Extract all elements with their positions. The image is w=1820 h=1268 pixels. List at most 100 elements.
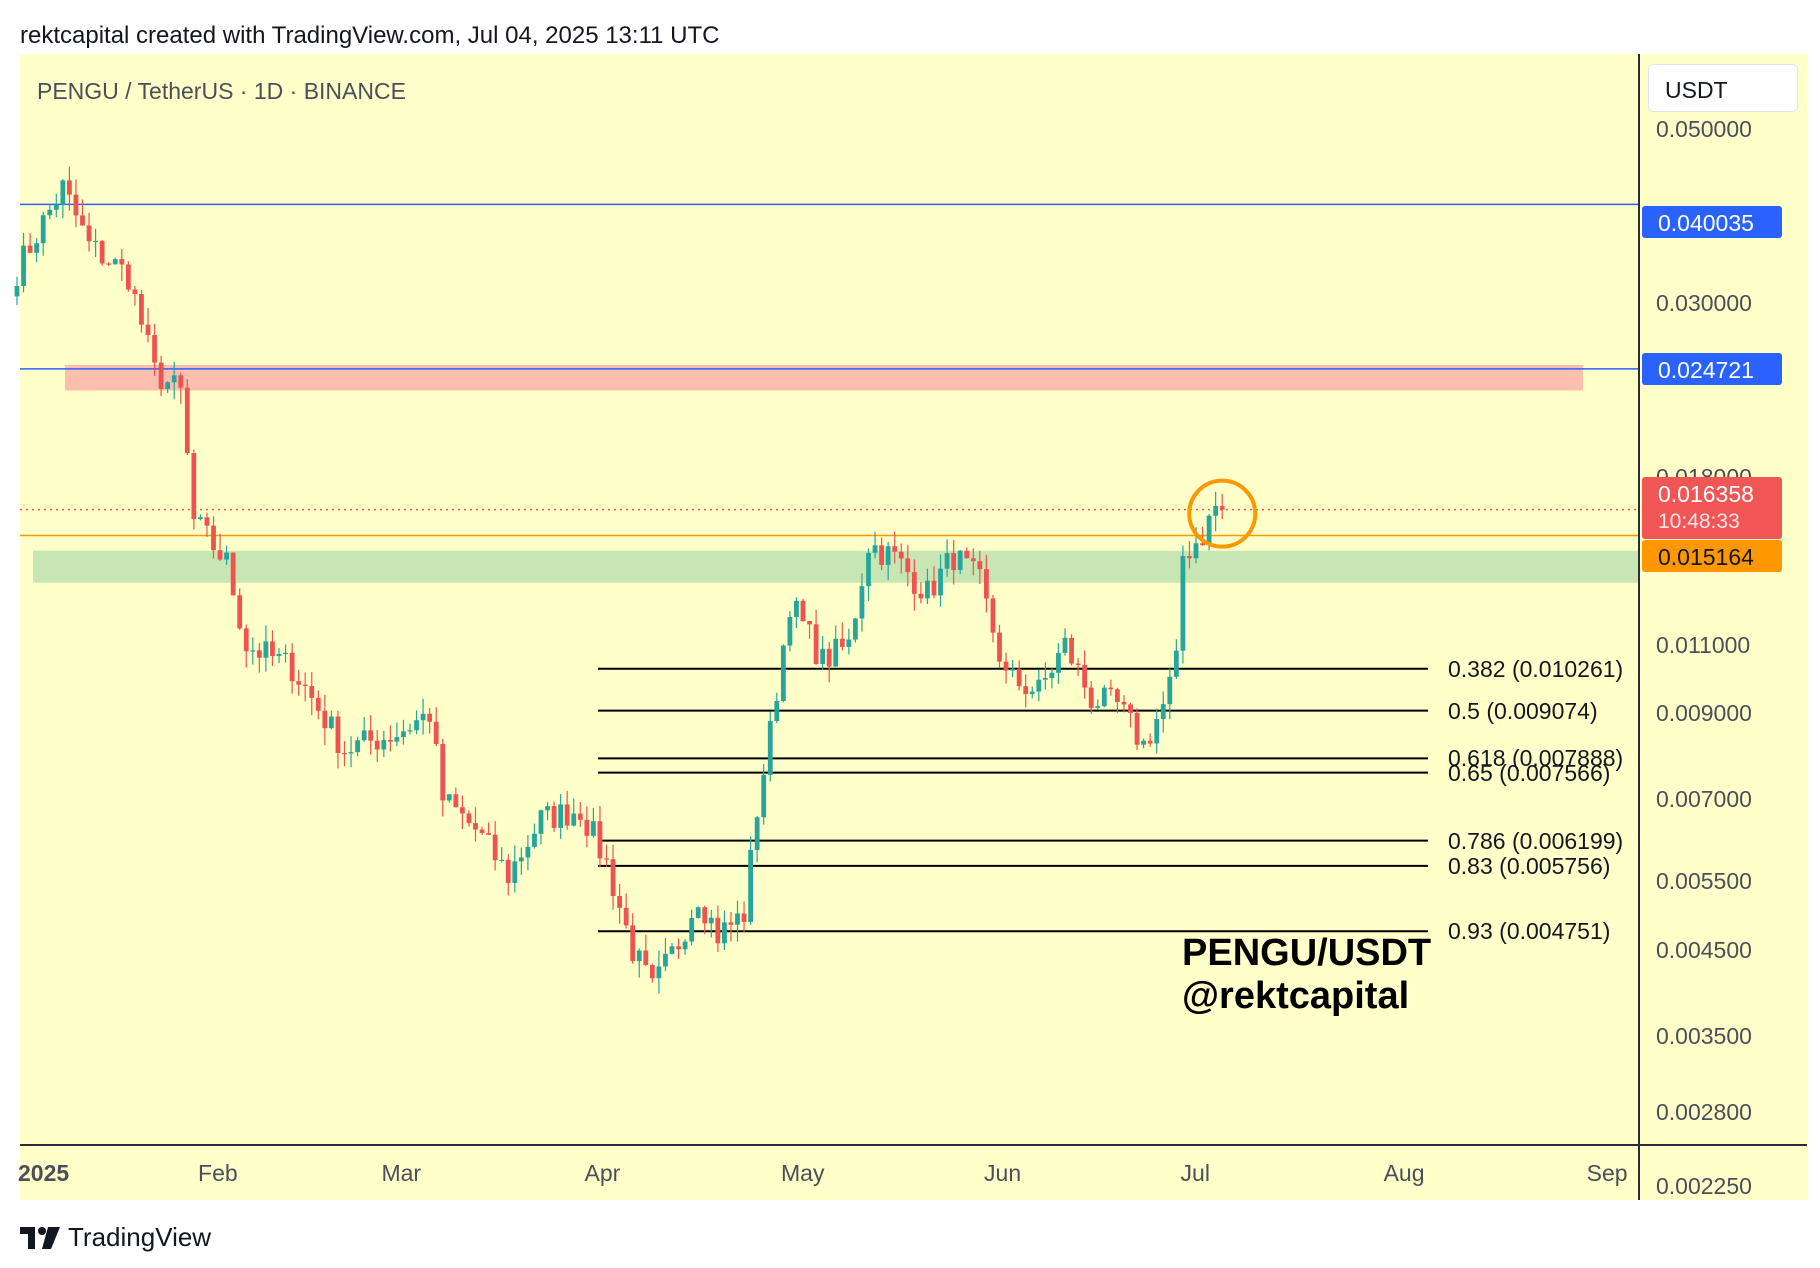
candle-body — [728, 922, 734, 925]
candle — [859, 573, 865, 632]
candle-body — [1219, 506, 1225, 510]
candle — [1180, 545, 1186, 664]
candle-body — [60, 180, 66, 205]
candle-body — [610, 859, 616, 896]
candle — [1042, 662, 1048, 690]
candle-body — [813, 624, 819, 664]
candle — [1049, 667, 1055, 689]
fib-label: 0.382 (0.010261) — [1448, 655, 1624, 682]
candle-body — [741, 913, 747, 923]
horizontal-lines-layer — [20, 203, 1638, 537]
candle — [237, 588, 243, 630]
candle — [944, 539, 950, 577]
candle — [21, 232, 26, 293]
candle-body — [289, 652, 295, 682]
candle-body — [263, 641, 269, 658]
candle — [1147, 733, 1153, 747]
price-tag-level-3: 0.015164 — [1642, 540, 1782, 572]
candle — [1003, 652, 1009, 684]
candle-body — [499, 859, 505, 861]
candle — [178, 372, 184, 404]
candle-body — [623, 907, 629, 926]
candle-body — [551, 806, 557, 828]
time-axis-divider — [20, 1144, 1807, 1146]
candle-body — [1003, 661, 1009, 671]
candle-body — [1141, 740, 1146, 745]
candle-body — [826, 648, 832, 667]
candle-body — [473, 823, 478, 830]
price-axis-label: 0.004500 — [1656, 936, 1752, 963]
candle-body — [112, 259, 118, 265]
candle-body — [296, 681, 302, 685]
candle — [119, 248, 125, 281]
chart-area[interactable] — [20, 54, 1807, 1200]
candle-body — [748, 849, 753, 923]
candle — [394, 722, 400, 747]
candle-body — [283, 652, 288, 655]
candle-body — [1206, 515, 1212, 546]
candle — [990, 594, 996, 643]
candle — [911, 559, 917, 611]
candle — [597, 805, 603, 868]
candle — [1010, 660, 1015, 678]
candle-body — [964, 550, 970, 559]
annotation-pair: PENGU/USDT — [1182, 932, 1432, 974]
candle — [348, 736, 354, 768]
candle — [846, 628, 852, 655]
candle — [1088, 680, 1094, 714]
candle-body — [191, 453, 197, 520]
chart-annotation: PENGU/USDT @rektcapital — [1182, 932, 1431, 1018]
fib-label: 0.65 (0.007566) — [1448, 759, 1611, 786]
candle-body — [224, 552, 229, 560]
candle — [276, 648, 282, 664]
candle-body — [938, 568, 943, 596]
candle-body — [525, 846, 531, 858]
price-axis-label: 0.002250 — [1656, 1173, 1752, 1200]
candle — [145, 308, 151, 343]
fib-label: 0.5 (0.009074) — [1448, 697, 1598, 724]
candle — [250, 637, 256, 665]
currency-selector-button[interactable]: USDT — [1648, 64, 1798, 112]
candle-body — [1200, 543, 1205, 546]
candle — [853, 617, 858, 643]
candle — [820, 635, 826, 670]
footer-brand[interactable]: TradingView — [20, 1222, 211, 1253]
candle — [715, 905, 721, 953]
candle-body — [460, 807, 465, 814]
candle — [40, 211, 46, 256]
candle — [931, 566, 937, 599]
candle-body — [420, 713, 426, 721]
candle — [735, 900, 740, 942]
candle — [728, 912, 734, 942]
price-axis-divider — [1638, 54, 1640, 1200]
chart-title: PENGU / TetherUS · 1D · BINANCE — [37, 78, 406, 104]
candle — [230, 552, 236, 596]
candle-body — [184, 387, 190, 454]
candle-body — [676, 946, 681, 950]
candle — [270, 630, 275, 666]
time-axis-label: Sep — [1586, 1160, 1628, 1186]
candle — [296, 670, 302, 696]
candle-body — [1023, 686, 1029, 695]
fib-label: 0.618 (0.007888) — [1448, 745, 1624, 772]
candle — [139, 289, 144, 333]
candle-body — [538, 810, 544, 834]
tradingview-logo-icon — [20, 1226, 60, 1249]
candle — [171, 361, 177, 400]
candle-body — [99, 240, 105, 264]
candle-body — [990, 598, 996, 633]
candle-body — [630, 925, 636, 962]
candle — [499, 847, 505, 863]
candle — [1029, 686, 1035, 699]
time-axis-label: Mar — [381, 1160, 422, 1186]
candle-body — [885, 546, 891, 565]
candle-body — [1082, 664, 1088, 688]
candle-body — [715, 917, 721, 944]
candle-body — [708, 917, 714, 924]
candle-body — [905, 558, 911, 573]
candle — [787, 611, 793, 652]
candle-body — [237, 595, 243, 629]
candle-body — [780, 645, 786, 701]
candle — [184, 379, 190, 456]
